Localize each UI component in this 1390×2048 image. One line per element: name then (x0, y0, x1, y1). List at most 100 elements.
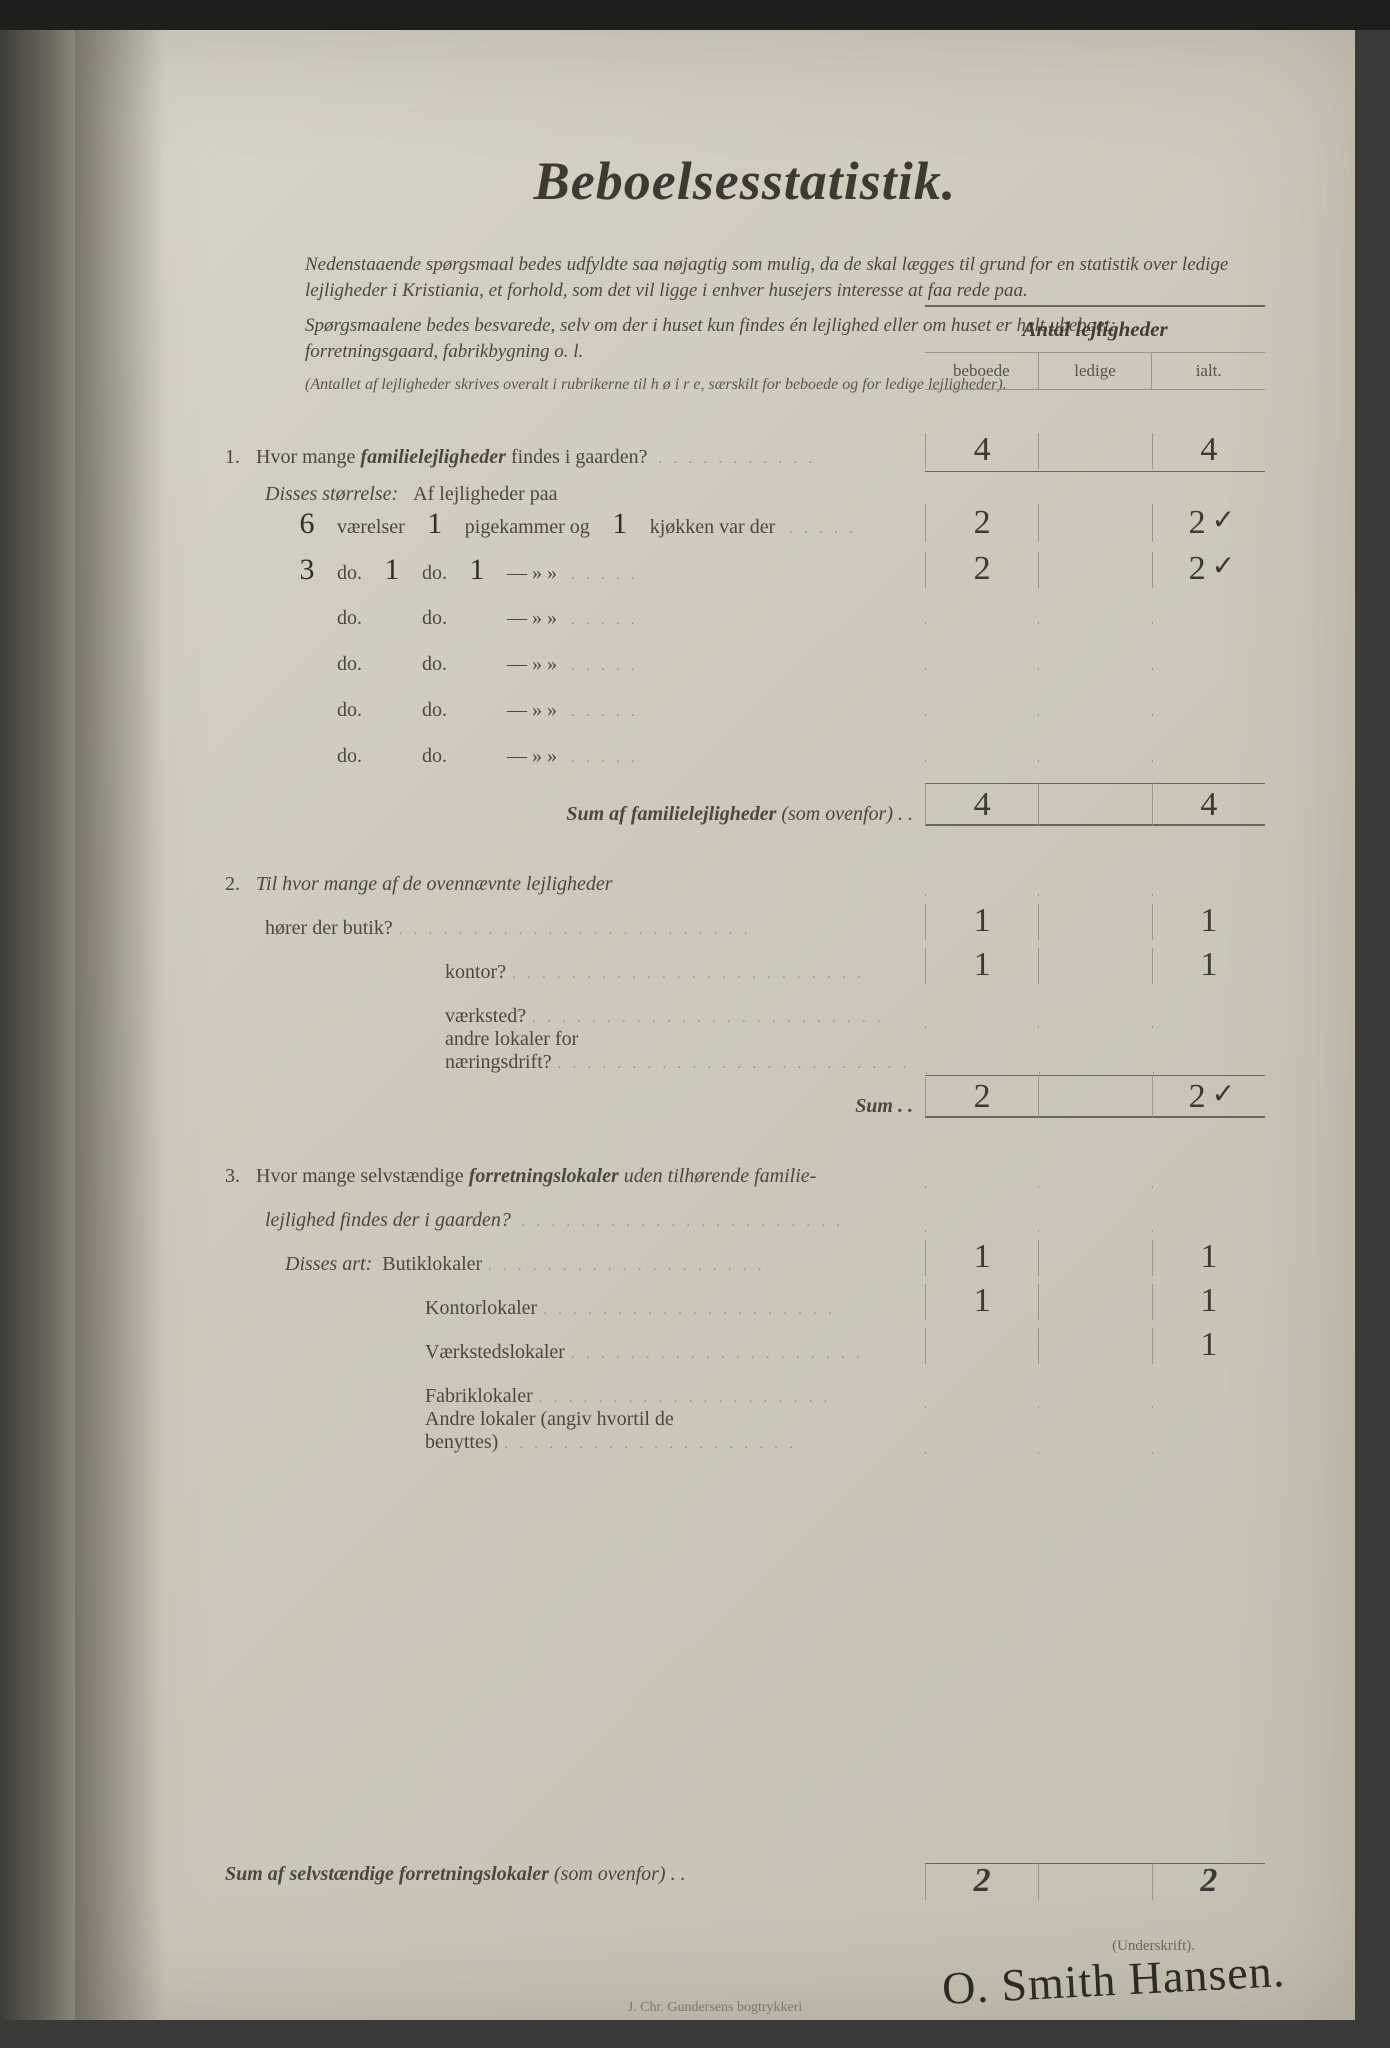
hw-vaerelser (285, 736, 329, 770)
hw-kjokken (455, 736, 499, 770)
q2-line-cols: 11 (925, 904, 1265, 940)
q3-line-i (1152, 1452, 1265, 1454)
dotfill: . . . . . . . . . . . . . . . . . . . . … (393, 923, 758, 942)
intro-text-1: Nedenstaaende spørgsmaal bedes udfyldte … (305, 252, 1245, 303)
q2-line-b (925, 1026, 1038, 1028)
hw-kjokken: 1 (455, 553, 499, 587)
q2-line-l (1038, 1026, 1151, 1028)
lbl-pigekammer: do. (414, 562, 455, 585)
room-cols: 22✓ (925, 552, 1265, 588)
room-cols (925, 714, 1265, 716)
q1-row: 1. Hvor mange familielejligheder findes … (225, 425, 1265, 469)
q3-line-label: Værkstedslokaler. . . . . . . . . . . . … (225, 1341, 925, 1364)
q1-text-a: Hvor mange (256, 446, 360, 468)
room-cols (925, 760, 1265, 762)
hw-kjokken: 1 (598, 507, 642, 541)
room-l (1038, 506, 1151, 542)
room-row: do. do. — » ». . . . . (225, 598, 1265, 644)
q2-sum-label: Sum . . (225, 1095, 925, 1118)
lbl-pigekammer: pigekammer og (457, 516, 598, 539)
q2-text: Til hvor mange af de ovennævnte lejlighe… (256, 873, 613, 895)
q3-lines: Disses art: Butiklokaler. . . . . . . . … (225, 1232, 1265, 1454)
q1-cols: 4 4 (925, 433, 1265, 469)
q3-line: Andre lokaler (angiv hvortil de benyttes… (225, 1408, 1265, 1454)
blank-cols (925, 1230, 1265, 1232)
q2-line-label: andre lokaler for næringsdrift?. . . . .… (225, 1028, 926, 1074)
q2-line: hører der butik?. . . . . . . . . . . . … (225, 896, 1265, 940)
q3-row1: 3. Hvor mange selvstændige forretningslo… (225, 1144, 1265, 1188)
frame-left (0, 30, 75, 2020)
footer-b: 2 (925, 1863, 1038, 1900)
q2-sum-l (1038, 1075, 1151, 1118)
q3-line: Kontorlokaler. . . . . . . . . . . . . .… (225, 1276, 1265, 1320)
q3-line-i (1152, 1406, 1265, 1408)
q1-disses-row: Disses størrelse: Af lejligheder paa (225, 472, 1265, 506)
room-i (1152, 760, 1265, 762)
q2-line-i: 1 (1152, 904, 1265, 940)
q3-line-cols: 1 (925, 1328, 1265, 1364)
q1-sum-label: Sum af familielejligheder (som ovenfor) … (225, 803, 925, 826)
q3-line-l (1038, 1406, 1151, 1408)
q3-disses: Disses art: Butiklokaler. . . . . . . . … (225, 1253, 925, 1276)
blank-cell (925, 1186, 1038, 1188)
q3-line-label: Andre lokaler (angiv hvortil de benyttes… (225, 1408, 925, 1454)
q2-line-i: 1 (1152, 948, 1265, 984)
hw-vaerelser (285, 644, 329, 678)
q2-line-i (1152, 1026, 1265, 1028)
q1-disses-label: Disses størrelse: (265, 483, 398, 505)
q3-line-l (1038, 1284, 1151, 1320)
lbl-vaerelser: do. (329, 607, 370, 630)
q3-text-d-span: lejlighed findes der i gaarden? (265, 1209, 511, 1231)
q2-line: kontor?. . . . . . . . . . . . . . . . .… (225, 940, 1265, 984)
q2-line-text: kontor? (445, 961, 506, 983)
q1-beboede: 4 (925, 433, 1038, 469)
q3-text-c: uden tilhørende familie- (619, 1165, 817, 1187)
dotfill: . . . . . (565, 705, 925, 725)
room-row: do. do. — » ». . . . . (225, 690, 1265, 736)
q1-sum-text: Sum af familielejligheder (566, 803, 776, 825)
table-header-sub: beboede ledige ialt. (925, 353, 1265, 390)
col-beboede: beboede (925, 353, 1038, 389)
room-cols: 22✓ (925, 506, 1265, 542)
hw-pigekammer (370, 690, 414, 724)
hw-pigekammer (370, 598, 414, 632)
footer-sum-row: Sum af selvstændige forretningslokaler (… (225, 1863, 1265, 1900)
q2-sum-i-val: 2 (1189, 1078, 1206, 1115)
q3-line-b (925, 1328, 1038, 1364)
q2-line-label: kontor?. . . . . . . . . . . . . . . . .… (225, 961, 925, 984)
blank-cell (1038, 894, 1151, 896)
room-cols (925, 668, 1265, 670)
lbl-vaerelser: do. (329, 562, 370, 585)
q2-blank (925, 894, 1265, 896)
lbl-vaerelser: do. (329, 745, 370, 768)
tick-icon: ✓ (1212, 1079, 1235, 1110)
dotfill: . . . . . (565, 613, 925, 633)
q2-line-i (1153, 1072, 1266, 1074)
room-l (1038, 552, 1151, 588)
dotfill: . . . . . . . . . . . . . . . . . . . . … (506, 967, 871, 986)
dotfill: . . . . . . . . . . . . . . . . . . . . (565, 1347, 870, 1366)
q3-label: 3. Hvor mange selvstændige forretningslo… (225, 1165, 925, 1188)
lbl-pigekammer: do. (414, 745, 455, 768)
q1-sum-row: Sum af familielejligheder (som ovenfor) … (225, 782, 1265, 826)
q2-sum-b: 2 (925, 1075, 1038, 1118)
q3-line-cols: 11 (925, 1284, 1265, 1320)
room-row: do. do. — » ». . . . . (225, 736, 1265, 782)
q1-ledige (1038, 433, 1151, 469)
q3-line-text: Kontorlokaler (425, 1297, 537, 1319)
q2-num: 2. (225, 873, 251, 896)
dotfill: . . . . . . . . . . . . . . . . . . . . … (516, 1215, 851, 1234)
footer-i: 2 (1152, 1863, 1265, 1900)
room-i: 2✓ (1152, 506, 1265, 542)
q1-sum-i: 4 (1152, 783, 1265, 826)
lbl-kjokken: — » » (499, 607, 565, 630)
q3-line-l (1038, 1452, 1151, 1454)
hw-vaerelser (285, 690, 329, 724)
q3-line-i: 1 (1152, 1240, 1265, 1276)
q2-line-l (1038, 904, 1151, 940)
room-rows: 6værelser1pigekammer og1kjøkken var der.… (225, 506, 1265, 782)
q3-line-text: Fabriklokaler (425, 1385, 533, 1407)
q3-line-text: Værkstedslokaler (425, 1341, 565, 1363)
blank-cell (1152, 894, 1265, 896)
lbl-vaerelser: do. (329, 699, 370, 722)
